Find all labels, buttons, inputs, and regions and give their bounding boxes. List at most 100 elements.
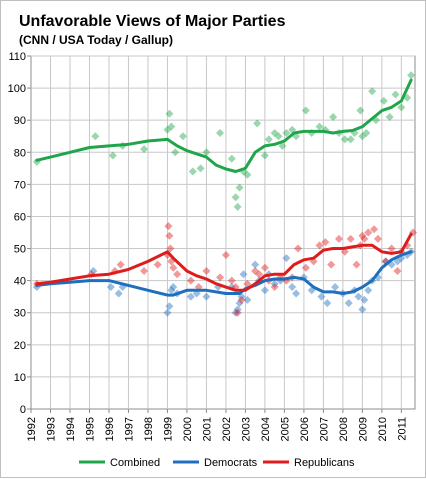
x-tick-label: 2005 (279, 417, 291, 441)
republicans-point (321, 238, 330, 247)
combined-point (188, 167, 197, 176)
combined-point (282, 129, 291, 138)
democrats-point (288, 283, 297, 292)
democrats-point (354, 292, 363, 301)
combined-point (270, 129, 279, 138)
combined-point (329, 112, 338, 121)
democrats-point (260, 286, 269, 295)
combined-point (407, 71, 416, 80)
democrats-point (270, 279, 279, 288)
chart-subtitle: (CNN / USA Today / Gallup) (19, 33, 174, 47)
x-tick-label: 2002 (221, 417, 233, 441)
combined-point (346, 135, 355, 144)
combined-point (108, 151, 117, 160)
republicans-point (301, 263, 310, 272)
democrats-point (169, 283, 178, 292)
democrats-point (292, 289, 301, 298)
republicans-point (227, 276, 236, 285)
y-tick-label: 90 (14, 115, 26, 127)
republicans-point (360, 234, 369, 243)
republicans-point (140, 267, 149, 276)
x-tick-label: 2000 (182, 417, 194, 441)
plot-area (30, 55, 416, 410)
combined-point (196, 164, 205, 173)
democrats-point (165, 302, 174, 311)
republicans-point (233, 308, 242, 317)
republicans-point (202, 267, 211, 276)
y-tick-label: 20 (14, 340, 26, 352)
republicans-point (221, 250, 230, 259)
combined-point (253, 119, 262, 128)
x-tick-label: 1995 (84, 417, 96, 441)
democrats-point (360, 295, 369, 304)
democrats-point (239, 270, 248, 279)
republicans-point (166, 244, 175, 253)
republicans-point (153, 260, 162, 269)
republicans-point (373, 234, 382, 243)
combined-point (235, 183, 244, 192)
x-tick-label: 2007 (318, 417, 330, 441)
x-tick-label: 1996 (104, 417, 116, 441)
republicans-point (393, 267, 402, 276)
combined-point (243, 170, 252, 179)
x-tick-label: 1998 (143, 417, 155, 441)
republicans-point (237, 295, 246, 304)
republicans-point (251, 267, 260, 276)
combined-point (368, 87, 377, 96)
combined-point (358, 132, 367, 141)
democrats-point (243, 295, 252, 304)
y-tick-label: 70 (14, 179, 26, 191)
x-tick-label: 2006 (299, 417, 311, 441)
democrats-point (202, 292, 211, 301)
democrats-point (106, 283, 115, 292)
republicans-point (255, 270, 264, 279)
combined-point (301, 106, 310, 115)
x-tick-label: 1999 (162, 417, 174, 441)
y-tick-label: 40 (14, 276, 26, 288)
combined-point (179, 132, 188, 141)
combined-point (274, 132, 283, 141)
combined-point (356, 106, 365, 115)
combined-point (233, 202, 242, 211)
republicans-point (387, 244, 396, 253)
republicans-point (186, 276, 195, 285)
democrats-point (89, 267, 98, 276)
x-tick-label: 1992 (26, 417, 38, 441)
combined-point (167, 122, 176, 131)
combined-point (140, 145, 149, 154)
republicans-point (352, 260, 361, 269)
republicans-point (116, 260, 125, 269)
democrats-point (317, 292, 326, 301)
combined-point (260, 151, 269, 160)
x-tick-label: 1997 (123, 417, 135, 441)
combined-point (397, 103, 406, 112)
y-tick-label: 10 (14, 372, 26, 384)
combined-point (91, 132, 100, 141)
democrats-point (344, 299, 353, 308)
republicans-point (346, 234, 355, 243)
republicans-point (216, 273, 225, 282)
republicans-point (165, 231, 174, 240)
combined-point (216, 129, 225, 138)
y-tick-label: 110 (8, 51, 26, 63)
combined-trend-line (35, 78, 413, 173)
legend-label-democrats: Democrats (204, 457, 258, 469)
republicans-point (364, 228, 373, 237)
democrats-point (251, 260, 260, 269)
republicans-point (270, 283, 279, 292)
y-tick-label: 100 (8, 83, 26, 95)
democrats-point (233, 305, 242, 314)
republicans-point (294, 244, 303, 253)
x-tick-label: 2008 (338, 417, 350, 441)
combined-point (163, 125, 172, 134)
x-tick-label: 2004 (260, 417, 272, 441)
democrats-point (186, 292, 195, 301)
democrats-point (167, 286, 176, 295)
y-tick-label: 50 (14, 244, 26, 256)
republicans-point (334, 234, 343, 243)
democrats-point (163, 308, 172, 317)
y-tick-label: 60 (14, 211, 26, 223)
x-tick-label: 2001 (201, 417, 213, 441)
republicans-point (169, 263, 178, 272)
